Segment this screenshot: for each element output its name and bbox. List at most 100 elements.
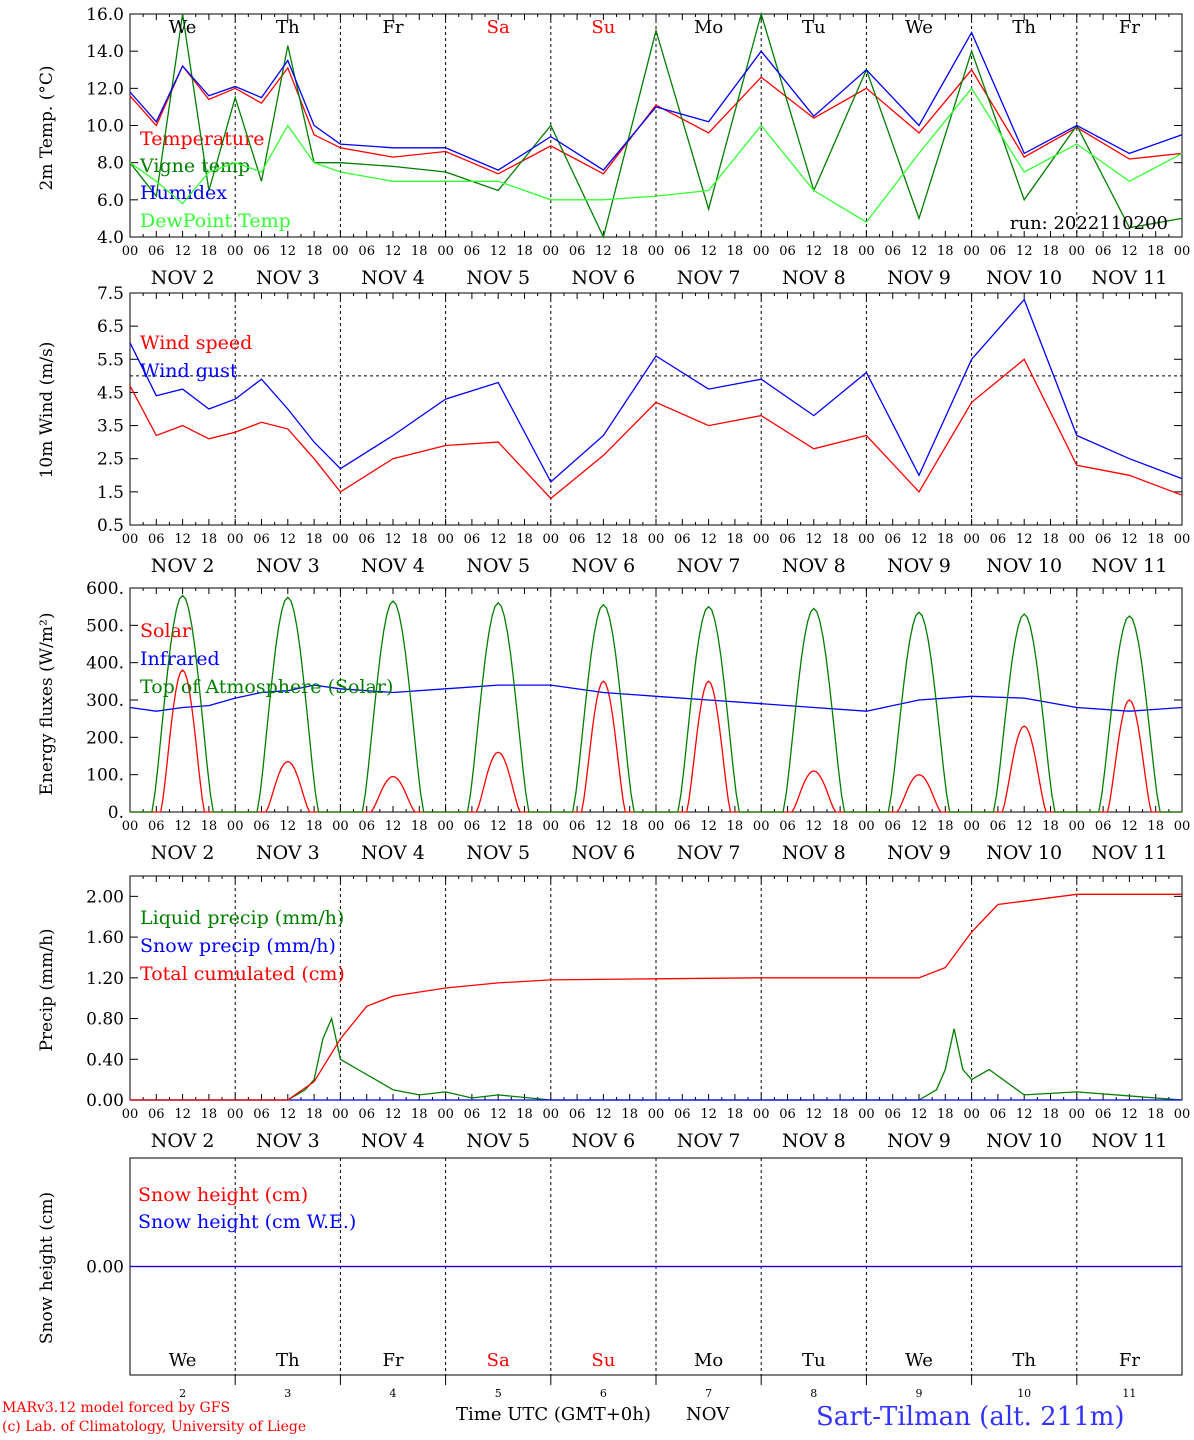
- hour-tick-label: 06: [358, 244, 375, 259]
- hour-tick-label: 00: [858, 819, 875, 834]
- hour-tick-label: 18: [1147, 244, 1164, 259]
- date-label: NOV 3: [256, 267, 320, 289]
- x-axis-title: Time UTC (GMT+0h): [456, 1404, 651, 1425]
- y-tick-label: 3.5: [97, 417, 124, 437]
- day-number-label: 3: [284, 1387, 291, 1400]
- hour-tick-label: 12: [806, 1107, 823, 1122]
- date-label: NOV 3: [256, 842, 320, 864]
- hour-tick-label: 00: [227, 244, 244, 259]
- hour-tick-label: 06: [990, 819, 1007, 834]
- hour-tick-label: 00: [1174, 819, 1191, 834]
- date-label: NOV 11: [1091, 267, 1167, 289]
- hour-tick-label: 06: [674, 819, 691, 834]
- date-label: NOV 9: [887, 842, 951, 864]
- day-number-label: 9: [916, 1387, 923, 1400]
- hour-tick-label: 12: [806, 244, 823, 259]
- day-number-label: 8: [810, 1387, 817, 1400]
- y-tick-label: 6.5: [97, 317, 124, 337]
- hour-tick-label: 00: [753, 244, 770, 259]
- hour-tick-label: 12: [174, 532, 191, 547]
- hour-tick-label: 18: [832, 1107, 849, 1122]
- hour-tick-label: 18: [621, 819, 638, 834]
- hour-tick-label: 12: [1121, 1107, 1138, 1122]
- hour-tick-label: 12: [280, 819, 297, 834]
- y-axis-label: Precip (mm/h): [37, 928, 57, 1051]
- model-credit: MARv3.12 model forced by GFS: [2, 1400, 231, 1416]
- hour-tick-label: 12: [280, 1107, 297, 1122]
- hour-tick-label: 12: [385, 532, 402, 547]
- hour-tick-label: 18: [516, 1107, 533, 1122]
- date-label: NOV 6: [572, 842, 636, 864]
- date-label: NOV 6: [572, 267, 636, 289]
- hour-tick-label: 06: [148, 244, 165, 259]
- date-label: NOV 2: [151, 267, 215, 289]
- hour-tick-label: 06: [990, 532, 1007, 547]
- weekday-label: Th: [276, 1350, 300, 1371]
- date-label: NOV 3: [256, 555, 320, 577]
- hour-tick-label: 18: [1147, 1107, 1164, 1122]
- hour-tick-label: 06: [569, 244, 586, 259]
- hour-tick-label: 18: [1147, 819, 1164, 834]
- hour-tick-label: 12: [700, 1107, 717, 1122]
- run-label: run: 2022110200: [1010, 213, 1168, 234]
- hour-tick-label: 18: [832, 244, 849, 259]
- hour-tick-label: 00: [753, 532, 770, 547]
- hour-tick-label: 00: [437, 819, 454, 834]
- y-tick-label: 2.5: [97, 450, 124, 470]
- hour-tick-label: 00: [332, 532, 349, 547]
- hour-tick-label: 00: [963, 819, 980, 834]
- hour-tick-label: 12: [385, 244, 402, 259]
- date-label: NOV 2: [151, 1130, 215, 1152]
- hour-tick-label: 12: [595, 532, 612, 547]
- y-tick-label: 0.: [108, 803, 124, 823]
- hour-tick-label: 18: [937, 244, 954, 259]
- hour-tick-label: 06: [358, 1107, 375, 1122]
- y-tick-label: 0.00: [86, 1258, 124, 1278]
- hour-tick-label: 18: [1042, 244, 1059, 259]
- weekday-label: Sa: [487, 17, 510, 38]
- hour-tick-label: 18: [621, 244, 638, 259]
- y-tick-label: 7.5: [97, 284, 124, 304]
- y-tick-label: 600.: [86, 579, 124, 599]
- day-number-label: 6: [600, 1387, 607, 1400]
- legend-entry: Snow height (cm W.E.): [138, 1211, 356, 1233]
- hour-tick-label: 18: [306, 1107, 323, 1122]
- hour-tick-label: 12: [1016, 1107, 1033, 1122]
- hour-tick-label: 18: [516, 819, 533, 834]
- hour-tick-label: 12: [174, 819, 191, 834]
- hour-tick-label: 18: [727, 244, 744, 259]
- hour-tick-label: 12: [806, 819, 823, 834]
- hour-tick-label: 00: [963, 244, 980, 259]
- weekday-label: We: [169, 17, 197, 38]
- hour-tick-label: 18: [306, 244, 323, 259]
- date-label: NOV 8: [782, 267, 846, 289]
- hour-tick-label: 00: [1069, 819, 1086, 834]
- hour-tick-label: 06: [253, 819, 270, 834]
- chart-panel-2: 0.5 1.5 2.5 3.5 4.5 5.5 6.5 7.5 10m Wind (m/s) Wi…: [37, 284, 1190, 577]
- date-label: NOV 11: [1091, 555, 1167, 577]
- date-label: NOV 8: [782, 1130, 846, 1152]
- y-tick-label: 6.0: [97, 191, 124, 211]
- weekday-label: Tu: [802, 17, 826, 38]
- weekday-label: Su: [591, 1350, 615, 1371]
- hour-tick-label: 06: [884, 244, 901, 259]
- hour-tick-label: 00: [753, 1107, 770, 1122]
- date-label: NOV 10: [986, 842, 1062, 864]
- chart-panel-3: 0. 100. 200. 300. 400. 500. 600. Energy fluxes …: [37, 579, 1190, 864]
- hour-tick-label: 18: [1042, 1107, 1059, 1122]
- legend-entry: Wind gust: [140, 360, 238, 382]
- hour-tick-label: 00: [437, 244, 454, 259]
- hour-tick-label: 06: [464, 819, 481, 834]
- y-tick-label: 1.5: [97, 483, 124, 503]
- hour-tick-label: 12: [911, 819, 928, 834]
- hour-tick-label: 06: [253, 1107, 270, 1122]
- y-tick-label: 4.5: [97, 383, 124, 403]
- date-label: NOV 4: [361, 842, 425, 864]
- series-line-wind-gust: [129, 298, 1183, 483]
- date-label: NOV 11: [1091, 1130, 1167, 1152]
- hour-tick-label: 18: [727, 532, 744, 547]
- hour-tick-label: 00: [227, 1107, 244, 1122]
- series-line-infrared: [129, 684, 1183, 712]
- y-tick-label: 12.0: [86, 79, 124, 99]
- weekday-label: Fr: [382, 17, 403, 38]
